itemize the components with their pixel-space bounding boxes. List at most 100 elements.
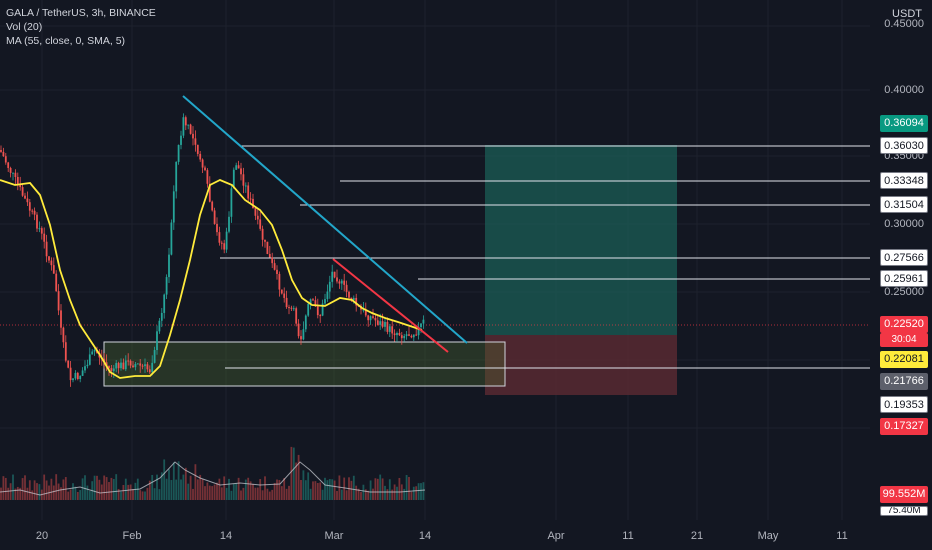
volume-bar <box>288 485 290 500</box>
main-trendline[interactable] <box>182 95 468 344</box>
profit-zone[interactable] <box>485 145 677 335</box>
candle-body <box>33 210 36 215</box>
x-tick: 21 <box>690 530 704 542</box>
candle-body <box>338 281 341 284</box>
candle-body <box>422 319 425 324</box>
candle-body <box>261 228 264 240</box>
candle-body <box>326 291 329 300</box>
candle-body <box>295 308 298 324</box>
volume-bar <box>211 486 214 500</box>
candle-body <box>177 144 180 162</box>
candle-body <box>48 256 50 261</box>
volume-bar <box>340 489 343 500</box>
volume-bar <box>36 483 38 500</box>
volume-bar <box>304 480 307 500</box>
candle-body <box>91 351 94 355</box>
volume-bar <box>364 489 367 500</box>
volume-bar <box>86 485 89 500</box>
candle-body <box>148 369 151 373</box>
volume-bar <box>112 479 115 500</box>
candle-body <box>184 117 187 126</box>
volume-bar <box>264 476 266 500</box>
candle-body <box>324 299 326 304</box>
candle-body <box>362 309 365 311</box>
candle-body <box>132 365 134 368</box>
candle-body <box>88 354 91 365</box>
volume-bar <box>223 476 226 500</box>
volume-bar <box>177 461 180 500</box>
short-trendline[interactable] <box>332 258 449 353</box>
volume-bar <box>134 482 137 500</box>
volume-bar <box>103 475 106 500</box>
x-tick: Feb <box>122 530 142 542</box>
candle-body <box>139 363 142 366</box>
volume-bar <box>408 477 410 500</box>
volume-bar <box>153 488 156 500</box>
ma-indicator-label[interactable]: MA (55, close, 0, SMA, 5) <box>6 35 126 47</box>
volume-bar <box>410 491 413 500</box>
volume-bar <box>386 489 389 500</box>
volume-bar <box>225 487 228 500</box>
loss-zone[interactable] <box>485 335 677 395</box>
level-lines[interactable] <box>220 145 870 369</box>
volume-ma-line <box>0 461 426 496</box>
candle-body <box>62 327 65 343</box>
volume-bar <box>278 480 281 500</box>
volume-bar <box>249 481 252 500</box>
volume-bar <box>76 491 79 500</box>
volume-bar <box>218 478 221 500</box>
candle-body <box>333 271 336 278</box>
volume-bar <box>405 475 408 500</box>
candle-body <box>285 297 288 308</box>
candle-body <box>108 365 110 369</box>
volume-bar <box>139 490 142 500</box>
candle-body <box>105 362 108 366</box>
candle-body <box>175 161 178 192</box>
volume-bar <box>422 482 425 500</box>
volume-bar <box>84 475 86 500</box>
candles <box>0 113 425 387</box>
candle-body <box>26 198 29 203</box>
candle-body <box>307 303 310 316</box>
candle-body <box>151 362 154 373</box>
candle-body <box>84 366 86 371</box>
candle-body <box>134 364 137 368</box>
candle-body <box>232 169 235 189</box>
volume-bar <box>324 477 326 500</box>
candle-body <box>283 293 286 298</box>
candle-body <box>52 265 55 274</box>
volume-bar <box>312 481 314 500</box>
candle-body <box>153 350 156 363</box>
candle-body <box>240 168 242 175</box>
volume-bar <box>254 487 257 500</box>
currency-unit: USDT <box>892 8 922 20</box>
volume-bar <box>242 487 245 500</box>
candle-body <box>115 363 118 369</box>
volume-bar <box>141 491 144 500</box>
candle-body <box>398 332 401 336</box>
volume-bar <box>252 483 254 500</box>
candle-body <box>180 135 182 145</box>
volume-bar <box>261 490 264 500</box>
volume-bar <box>412 486 415 500</box>
volume-bar <box>115 474 118 500</box>
x-tick: 11 <box>836 530 848 542</box>
volume-bar <box>175 479 178 500</box>
volume-bar <box>297 454 300 500</box>
volume-bar <box>350 480 353 500</box>
volume-bar <box>295 462 298 500</box>
level-tag: 0.31504 <box>880 196 928 213</box>
volume-bar <box>127 484 130 500</box>
volume-bar <box>302 470 305 500</box>
volume-bar <box>93 475 96 500</box>
volume-bar <box>213 484 216 500</box>
candle-body <box>216 223 218 233</box>
candle-body <box>165 277 168 295</box>
volume-bar <box>259 478 262 500</box>
symbol-label[interactable]: GALA / TetherUS, 3h, BINANCE <box>6 7 156 19</box>
candle-body <box>400 335 403 339</box>
candle-body <box>211 201 214 211</box>
volume-bar <box>415 486 418 500</box>
volume-indicator-label[interactable]: Vol (20) <box>6 21 43 33</box>
